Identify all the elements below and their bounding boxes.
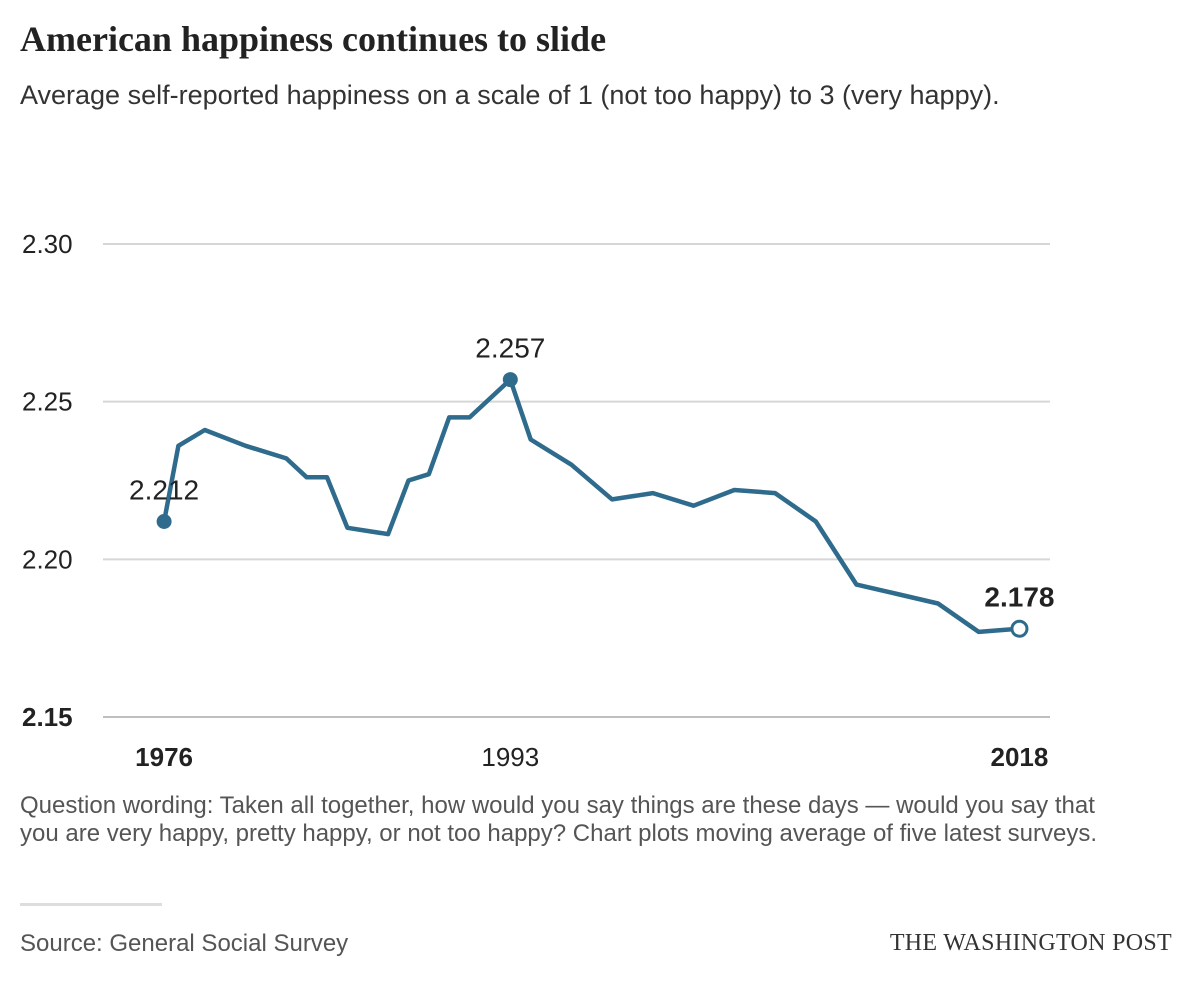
chart-title: American happiness continues to slide [20, 19, 607, 59]
data-label: 2.257 [475, 333, 545, 364]
chart-subtitle: Average self-reported happiness on a sca… [20, 80, 1000, 110]
data-label: 2.212 [129, 474, 199, 505]
source-text: Source: General Social Survey [20, 930, 349, 957]
data-label: 2.178 [984, 582, 1054, 613]
y-tick-label: 2.15 [22, 702, 73, 732]
data-point-marker [156, 513, 172, 529]
y-tick-label: 2.20 [22, 544, 73, 574]
series-line [161, 377, 1022, 635]
y-tick-label: 2.25 [22, 387, 73, 417]
publisher-credit: THE WASHINGTON POST [889, 930, 1172, 956]
y-tick-label: 2.30 [22, 229, 73, 259]
footer-divider [20, 903, 162, 906]
data-point-marker [1010, 619, 1029, 638]
x-tick-label: 2018 [991, 742, 1049, 772]
x-tick-label: 1993 [481, 742, 539, 772]
x-tick-label: 1976 [135, 742, 193, 772]
question-wording-note: Question wording: Taken all together, ho… [20, 792, 1098, 847]
data-point-marker [502, 372, 518, 388]
